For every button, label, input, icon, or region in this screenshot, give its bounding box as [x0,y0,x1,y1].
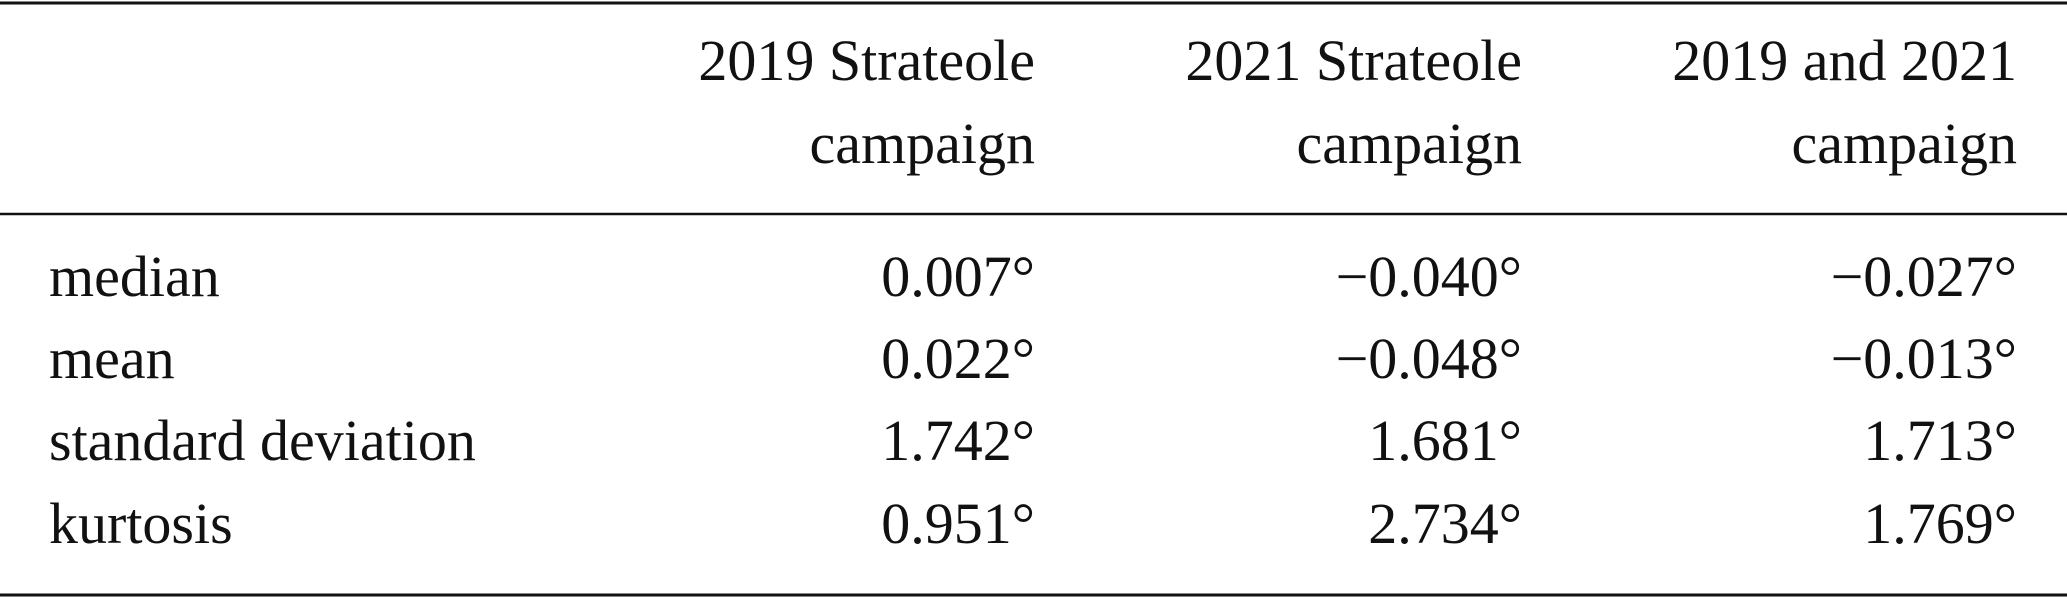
cell-value: −0.013° [1831,326,2017,391]
cell-value: 2.734° [1368,491,1522,556]
column-header: 2019 Strateole [698,28,1035,93]
cell-value: −0.048° [1336,326,1522,391]
column-header: campaign [1792,111,2017,176]
row-label: standard deviation [49,408,476,473]
cell-value: −0.027° [1831,244,2017,309]
cell-value: 1.681° [1368,408,1522,473]
column-header: 2021 Strateole [1185,28,1522,93]
cell-value: 0.007° [881,244,1035,309]
cell-value: 1.713° [1863,408,2017,473]
row-label: kurtosis [49,491,233,556]
column-header: campaign [810,111,1035,176]
cell-value: 0.022° [881,326,1035,391]
cell-value: 0.951° [881,491,1035,556]
cell-value: 1.769° [1863,491,2017,556]
cell-value: 1.742° [881,408,1035,473]
column-header: campaign [1297,111,1522,176]
row-label: mean [49,326,175,391]
column-header: 2019 and 2021 [1672,28,2017,93]
cell-value: −0.040° [1336,244,1522,309]
row-label: median [49,244,220,309]
